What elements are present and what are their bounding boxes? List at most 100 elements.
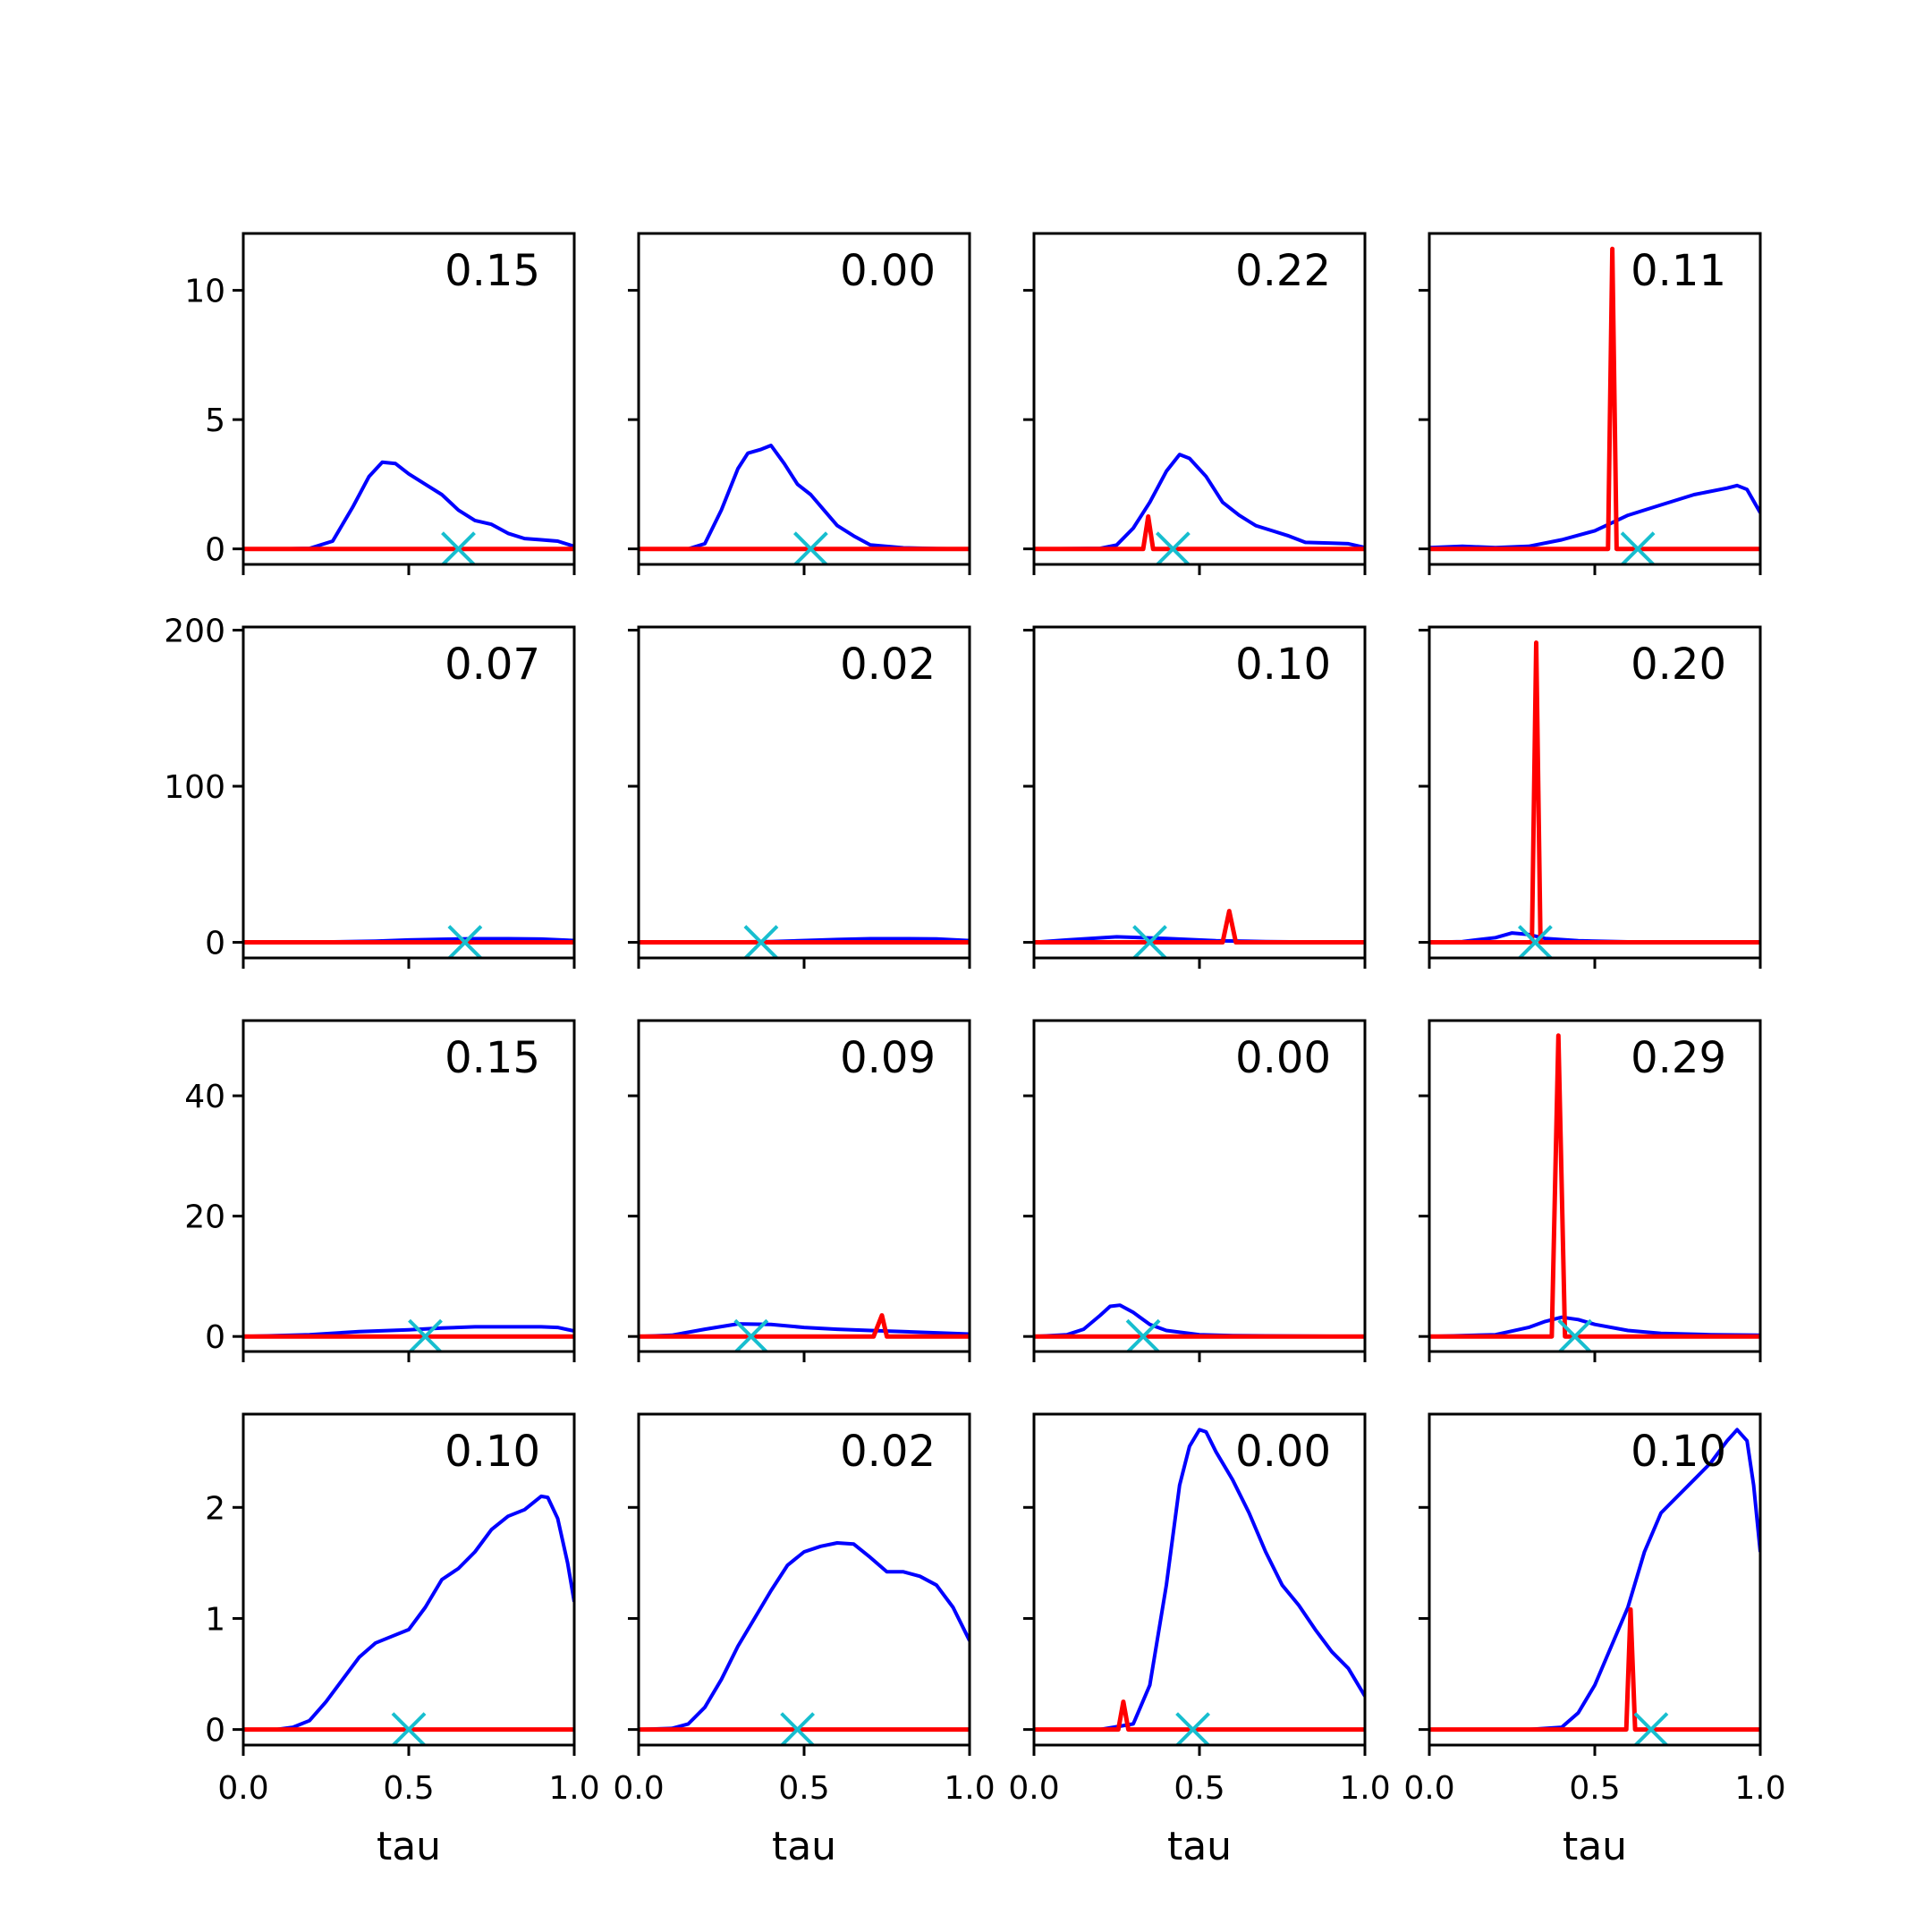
- true-value-marker: [733, 1318, 769, 1352]
- panel-data: [639, 444, 970, 564]
- panel-r3-c4: 0.29: [1419, 1019, 1762, 1362]
- x-tick-label: 0.5: [383, 1770, 434, 1807]
- marker-stroke: [1132, 925, 1167, 958]
- panel-r3-c3: 0.00: [1023, 1019, 1367, 1362]
- x-tick-label: 0.5: [778, 1770, 829, 1807]
- marker-stroke: [1125, 1318, 1161, 1352]
- marker-stroke: [1175, 1712, 1211, 1745]
- x-axis-label: tau: [377, 1824, 441, 1869]
- panel-r2-c4: 0.20: [1419, 625, 1762, 969]
- posterior-density-line: [1429, 1428, 1760, 1732]
- x-tick-label: 0.0: [1403, 1770, 1454, 1807]
- point-mass-line: [1034, 909, 1365, 945]
- x-axis-label: tau: [1563, 1824, 1627, 1869]
- panel-r1-c2: 0.00: [628, 232, 971, 575]
- x-tick-label: 1.0: [1339, 1770, 1390, 1807]
- y-tick-label: 0: [205, 926, 225, 962]
- marker-stroke: [408, 1318, 443, 1352]
- true-value-marker: [1155, 531, 1191, 564]
- panel-annotation: 0.15: [445, 1033, 540, 1083]
- panel-r2-c2: 0.02: [628, 625, 971, 969]
- x-tick-label: 0.0: [217, 1770, 268, 1807]
- panel-data: [1034, 453, 1365, 564]
- panel-annotation: 0.10: [1631, 1427, 1726, 1477]
- marker-stroke: [780, 1712, 816, 1745]
- point-mass-line: [1429, 1607, 1760, 1733]
- panel-annotation: 0.07: [445, 640, 540, 690]
- posterior-density-line: [1034, 1428, 1365, 1732]
- marker-stroke: [1633, 1712, 1669, 1745]
- panel-r4-c2: 0.0 0.5 1.0 tau 0.02: [613, 1412, 996, 1869]
- panel-annotation: 0.09: [840, 1033, 936, 1083]
- panel-data: [1034, 1303, 1365, 1352]
- x-axis-label: tau: [1167, 1824, 1232, 1869]
- y-tick-label: 200: [164, 613, 225, 649]
- true-value-marker: [1633, 1712, 1669, 1745]
- posterior-density-line: [1429, 1315, 1760, 1339]
- true-value-marker: [1175, 1712, 1211, 1745]
- panel-annotation: 0.10: [1235, 640, 1331, 690]
- panel-r4-c4: 0.0 0.5 1.0 tau 0.10: [1403, 1412, 1786, 1869]
- marker-stroke: [743, 925, 779, 958]
- panel-annotation: 0.02: [840, 1427, 936, 1477]
- marker-stroke: [391, 1712, 427, 1745]
- y-tick-label: 0: [205, 1713, 225, 1750]
- panel-data: [639, 1313, 970, 1352]
- point-mass-line: [1429, 246, 1760, 552]
- true-value-marker: [792, 531, 828, 564]
- true-value-marker: [1125, 1318, 1161, 1352]
- panel-annotation: 0.22: [1235, 246, 1331, 296]
- panel-annotation: 0.02: [840, 640, 936, 690]
- true-value-marker: [743, 925, 779, 958]
- panel-data: [243, 460, 574, 564]
- marker-stroke: [1517, 925, 1553, 958]
- y-tick-label: 0: [205, 1319, 225, 1356]
- panel-data: [1429, 1428, 1760, 1745]
- marker-stroke: [447, 925, 483, 958]
- marker-stroke: [441, 531, 476, 564]
- panel-annotation: 0.29: [1631, 1033, 1726, 1083]
- true-value-marker: [1620, 531, 1656, 564]
- panel-data: [243, 925, 574, 958]
- true-value-marker: [1132, 925, 1167, 958]
- panel-annotation: 0.00: [1235, 1033, 1331, 1083]
- x-tick-label: 1.0: [548, 1770, 599, 1807]
- panel-r3-c2: 0.09: [628, 1019, 971, 1362]
- posterior-density-line: [243, 1325, 574, 1339]
- point-mass-line: [1429, 640, 1760, 945]
- x-axis-label: tau: [772, 1824, 836, 1869]
- x-tick-label: 0.5: [1569, 1770, 1620, 1807]
- panel-data: [1034, 1428, 1365, 1745]
- x-tick-label: 0.0: [1008, 1770, 1059, 1807]
- panel-annotation: 0.20: [1631, 640, 1726, 690]
- y-tick-label: 0: [205, 532, 225, 569]
- posterior-density-line: [639, 1541, 970, 1732]
- panel-r3-c1: 0 20 40 0.15: [184, 1019, 576, 1362]
- x-tick-label: 0.5: [1174, 1770, 1224, 1807]
- panel-annotation: 0.00: [1235, 1427, 1331, 1477]
- posterior-density-line: [639, 444, 970, 551]
- true-value-marker: [441, 531, 476, 564]
- true-value-marker: [391, 1712, 427, 1745]
- panel-data: [1429, 246, 1760, 564]
- panel-annotation: 0.15: [445, 246, 540, 296]
- y-tick-label: 1: [205, 1601, 225, 1638]
- panel-r1-c3: 0.22: [1023, 232, 1367, 575]
- panel-data: [243, 1318, 574, 1352]
- marker-stroke: [792, 531, 828, 564]
- marker-stroke: [1155, 531, 1191, 564]
- y-tick-label: 10: [184, 274, 225, 310]
- true-value-marker: [1517, 925, 1553, 958]
- panel-data: [639, 925, 970, 958]
- y-tick-label: 2: [205, 1490, 225, 1527]
- x-tick-label: 0.0: [613, 1770, 664, 1807]
- panel-data: [1429, 640, 1760, 958]
- panel-annotation: 0.00: [840, 246, 936, 296]
- y-tick-label: 100: [164, 769, 225, 806]
- panel-data: [639, 1541, 970, 1745]
- posterior-density-line: [1034, 453, 1365, 551]
- marker-stroke: [1620, 531, 1656, 564]
- true-value-marker: [408, 1318, 443, 1352]
